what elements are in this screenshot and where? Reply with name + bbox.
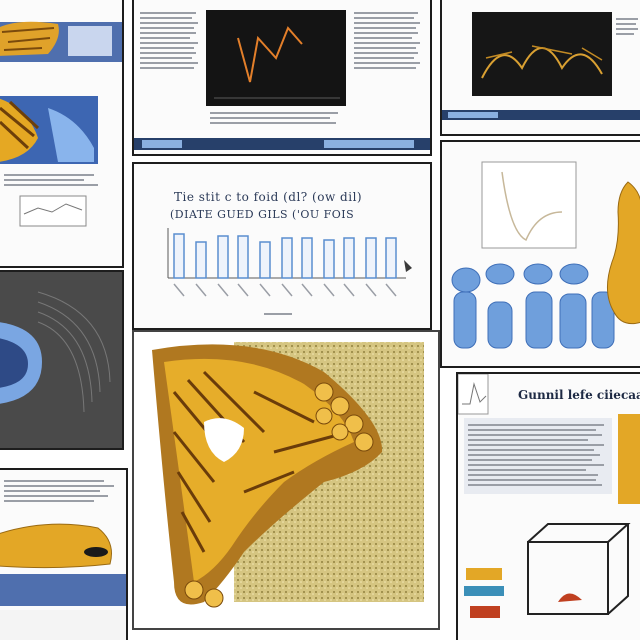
panel-top-left [0, 0, 124, 268]
panel-heading: Gunnil lefe ciiecaal [518, 388, 640, 402]
chart-bars [174, 234, 396, 278]
gold-mesh-render-icon [442, 0, 640, 134]
blue-mesh-render-icon [0, 272, 122, 448]
chart-bar [366, 238, 376, 278]
body-text [4, 480, 122, 505]
panel-left-bottom [0, 468, 128, 640]
body-text [354, 12, 422, 72]
chart-bar [302, 238, 312, 278]
chart-bar [282, 238, 292, 278]
chart-bar [174, 234, 184, 278]
panel-left-middle [0, 270, 124, 450]
body-text [4, 174, 104, 189]
panel-top-right [440, 0, 640, 136]
line-plot-icon [458, 374, 640, 640]
chart-bar [260, 242, 270, 278]
gold-mesh-render-icon [0, 0, 122, 266]
panel-right-middle [440, 140, 640, 368]
panel-bar-chart: Tie stit c to foid (dl? (ow dil) (DIATE … [132, 162, 432, 330]
body-text [210, 112, 342, 127]
chart-bar [324, 240, 334, 278]
gold-mesh-render-icon [134, 332, 438, 628]
body-text [468, 424, 608, 489]
chart-bar [196, 242, 206, 278]
chart-bar [238, 236, 248, 278]
bar-chart-icon [134, 164, 430, 328]
chart-bar [344, 238, 354, 278]
chart-bar [386, 238, 396, 278]
blue-mesh-render-icon [442, 142, 640, 366]
body-text [140, 12, 200, 72]
body-text [616, 18, 640, 38]
panel-main-render [132, 330, 440, 630]
chart-bar [218, 236, 228, 278]
panel-top-center [132, 0, 432, 156]
panel-right-bottom: Gunnil lefe ciiecaal [456, 372, 640, 640]
